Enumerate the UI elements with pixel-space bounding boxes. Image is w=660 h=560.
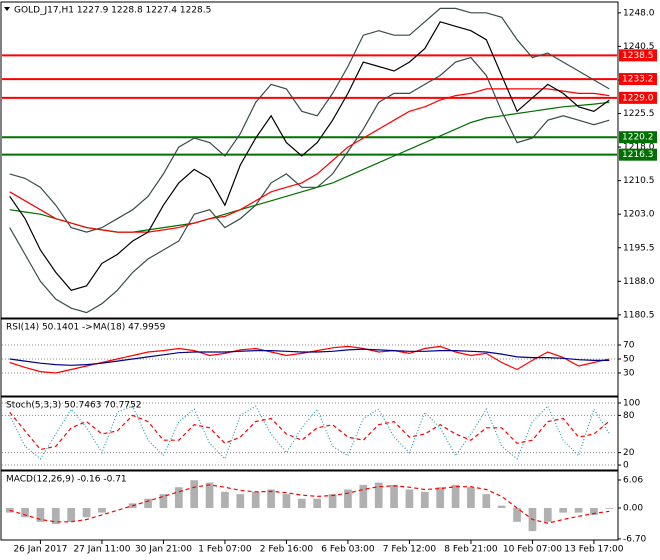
level-label-box — [619, 131, 657, 144]
histogram-bar — [205, 482, 214, 508]
x-tick-label: 8 Feb 21:00 — [444, 545, 498, 555]
histogram-bar — [559, 507, 568, 513]
level-label: 1233.2 — [622, 75, 654, 85]
level-label-box — [619, 49, 657, 62]
y-tick-label: 80 — [623, 411, 635, 421]
x-tick-label: 2 Feb 16:00 — [260, 545, 314, 555]
histogram-bar — [98, 507, 106, 513]
level-label-box — [619, 148, 657, 161]
y-tick-label: 1240.5 — [623, 42, 655, 52]
panel-title: MACD(12,26,9) -0.16 -0.71 — [6, 475, 127, 485]
y-tick-label: 1218.0 — [623, 143, 655, 153]
histogram-bar — [436, 487, 445, 508]
histogram-bar — [497, 505, 506, 508]
level-label: 1238.5 — [622, 51, 654, 61]
histogram-bar — [297, 498, 306, 508]
histogram-bar — [267, 489, 275, 508]
histogram-bar — [21, 507, 29, 518]
y-tick-label: 0 — [623, 461, 629, 471]
histogram-bar — [328, 494, 337, 508]
histogram-bar — [467, 487, 475, 508]
x-tick-label: 7 Feb 12:00 — [383, 545, 437, 555]
series-line — [9, 56, 610, 314]
histogram-bar — [390, 484, 398, 508]
histogram-bar — [221, 491, 229, 508]
histogram-bar — [67, 507, 76, 522]
histogram-bar — [344, 489, 352, 508]
y-tick-label: 1210.5 — [623, 176, 655, 186]
histogram-bar — [36, 507, 45, 522]
y-tick-label: 30 — [623, 368, 635, 378]
collapse-icon — [4, 7, 10, 11]
level-label: 1229.0 — [622, 93, 654, 103]
y-tick-label: 100 — [623, 398, 640, 408]
histogram-bar — [5, 507, 14, 513]
series-line — [9, 411, 610, 451]
y-tick-label: 20 — [623, 448, 635, 458]
y-tick-label: 6.06 — [623, 475, 643, 485]
x-tick-label: 27 Jan 11:00 — [73, 545, 130, 555]
x-tick-label: 26 Jan 2017 — [13, 545, 67, 555]
histogram-bar — [359, 484, 368, 508]
panel-frame — [0, 1, 619, 319]
y-tick-label: 1180.5 — [623, 310, 655, 320]
y-tick-label: 1203.0 — [623, 210, 655, 220]
x-tick-label: 10 Feb 07:00 — [503, 545, 562, 555]
series-line — [9, 484, 610, 524]
histogram-bar — [51, 507, 60, 525]
histogram-bar — [144, 498, 152, 508]
level-label: 1220.2 — [622, 133, 654, 143]
panel-frame — [0, 318, 619, 397]
histogram-bar — [451, 484, 460, 508]
y-tick-label: 1248.0 — [623, 8, 655, 18]
y-tick-label: 50 — [623, 354, 635, 364]
y-tick-label: 1195.5 — [623, 243, 655, 253]
histogram-bar — [82, 507, 91, 518]
y-tick-label: 0.00 — [623, 503, 643, 513]
histogram-bar — [190, 480, 199, 508]
histogram-bar — [159, 494, 168, 508]
histogram-bar — [282, 494, 291, 508]
histogram-bar — [236, 494, 245, 508]
series-line — [9, 348, 610, 366]
level-label: 1216.3 — [622, 150, 654, 160]
series-line — [9, 7, 610, 233]
panel-frame — [0, 470, 619, 541]
x-tick-label: 6 Feb 03:00 — [321, 545, 375, 555]
histogram-bar — [374, 482, 383, 508]
histogram-bar — [590, 507, 598, 515]
panel-frame — [0, 396, 619, 471]
x-tick-label: 30 Jan 21:00 — [135, 545, 192, 555]
histogram-bar — [420, 491, 429, 508]
x-tick-label: 1 Feb 07:00 — [198, 545, 252, 555]
y-tick-label: 1188.0 — [623, 277, 655, 287]
panel-title: RSI(14) 50.1401 ->MA(18) 47.9959 — [6, 323, 166, 333]
histogram-bar — [251, 491, 260, 508]
series-line — [9, 21, 610, 291]
histogram-bar — [574, 507, 583, 513]
x-tick-label: 13 Feb 17:00 — [564, 545, 623, 555]
histogram-bar — [482, 494, 491, 508]
histogram-bar — [313, 498, 322, 508]
histogram-bar — [605, 507, 614, 509]
y-tick-label: 1225.5 — [623, 109, 655, 119]
histogram-bar — [174, 487, 183, 508]
level-label-box — [619, 91, 657, 104]
histogram-bar — [543, 507, 552, 522]
histogram-bar — [405, 489, 414, 508]
series-line — [9, 88, 610, 233]
y-tick-label: -6.70 — [623, 534, 647, 544]
panel-title: GOLD_J17,H1 1227.9 1228.8 1227.4 1228.5 — [14, 6, 211, 16]
y-tick-label: 70 — [623, 340, 635, 350]
level-label-box — [619, 73, 657, 86]
histogram-bar — [513, 507, 521, 522]
panel-title: Stoch(5,3,3) 50.7463 70.7752 — [6, 401, 141, 411]
